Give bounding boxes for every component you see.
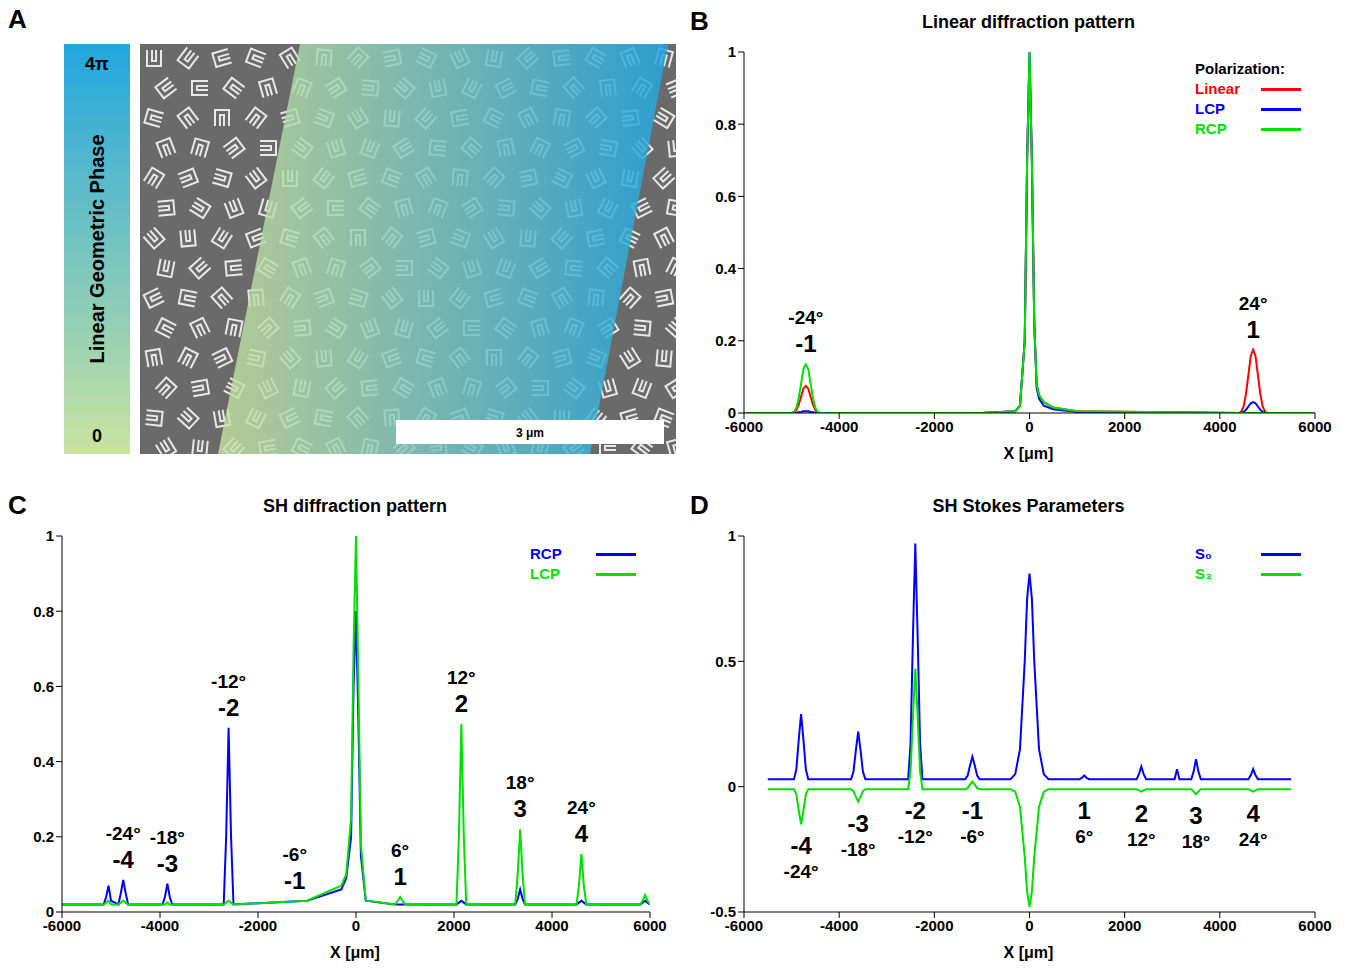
svg-text:3: 3 bbox=[513, 795, 526, 822]
html-text:S₃: S₃ bbox=[1195, 565, 1212, 582]
html-text:Linear: Linear bbox=[1195, 80, 1240, 97]
svg-text:-4000: -4000 bbox=[820, 418, 858, 435]
html-text:LCP: LCP bbox=[1195, 100, 1225, 117]
svg-text:-12°: -12° bbox=[898, 826, 933, 847]
svg-text:2000: 2000 bbox=[437, 917, 470, 934]
svg-text:1: 1 bbox=[728, 527, 736, 544]
svg-text:-4000: -4000 bbox=[820, 917, 858, 934]
svg-text:-2: -2 bbox=[218, 694, 239, 721]
svg-text:0: 0 bbox=[352, 917, 360, 934]
svg-text:-2000: -2000 bbox=[239, 917, 277, 934]
svg-text:-18°: -18° bbox=[841, 839, 876, 860]
svg-text:-4000: -4000 bbox=[141, 917, 179, 934]
svg-text:24°: 24° bbox=[1239, 829, 1268, 850]
svg-text:-2000: -2000 bbox=[915, 917, 953, 934]
svg-text:-18°: -18° bbox=[150, 827, 185, 848]
svg-text:6000: 6000 bbox=[633, 917, 666, 934]
html-text:RCP: RCP bbox=[530, 545, 562, 562]
svg-text:-6°: -6° bbox=[960, 826, 985, 847]
svg-text:-24°: -24° bbox=[106, 823, 141, 844]
svg-text:6000: 6000 bbox=[1298, 418, 1331, 435]
svg-text:1: 1 bbox=[1078, 797, 1091, 824]
html-text:RCP: RCP bbox=[1195, 120, 1227, 137]
html-text:D: D bbox=[690, 490, 709, 520]
svg-text:2000: 2000 bbox=[1108, 418, 1141, 435]
svg-text:0.6: 0.6 bbox=[33, 678, 54, 695]
svg-text:-24°: -24° bbox=[784, 861, 819, 882]
svg-text:2: 2 bbox=[1135, 800, 1148, 827]
svg-text:6000: 6000 bbox=[1298, 917, 1331, 934]
svg-text:1: 1 bbox=[46, 527, 54, 544]
svg-text:12°: 12° bbox=[1127, 829, 1156, 850]
html-text:X [μm]: X [μm] bbox=[1003, 445, 1054, 462]
svg-text:1: 1 bbox=[728, 43, 736, 60]
svg-text:-4: -4 bbox=[113, 846, 135, 873]
svg-text:3 μm: 3 μm bbox=[516, 426, 544, 440]
svg-text:0: 0 bbox=[1025, 917, 1033, 934]
svg-text:-6000: -6000 bbox=[724, 417, 764, 435]
svg-text:0.8: 0.8 bbox=[715, 116, 736, 133]
svg-text:1: 1 bbox=[1246, 316, 1259, 343]
svg-text:0.4: 0.4 bbox=[33, 753, 55, 770]
svg-text:4π: 4π bbox=[85, 54, 109, 74]
svg-text:12°: 12° bbox=[447, 667, 476, 688]
html-text:Polarization:: Polarization: bbox=[1195, 60, 1285, 77]
svg-text:4: 4 bbox=[1246, 800, 1260, 827]
svg-text:24°: 24° bbox=[1239, 293, 1268, 314]
svg-text:4000: 4000 bbox=[1203, 917, 1236, 934]
html-text:SH diffraction pattern: SH diffraction pattern bbox=[263, 496, 447, 516]
html-text:X [μm]: X [μm] bbox=[1003, 944, 1054, 961]
svg-text:0.8: 0.8 bbox=[33, 603, 54, 620]
svg-text:-3: -3 bbox=[848, 810, 869, 837]
svg-text:-3: -3 bbox=[157, 850, 178, 877]
html-text:X [μm]: X [μm] bbox=[330, 944, 380, 961]
svg-text:0.4: 0.4 bbox=[715, 260, 737, 277]
html-text:S₀: S₀ bbox=[1195, 545, 1212, 562]
svg-text:1: 1 bbox=[393, 863, 406, 890]
html-text:Linear diffraction pattern: Linear diffraction pattern bbox=[922, 12, 1135, 32]
html-text:C: C bbox=[8, 490, 27, 520]
svg-text:3: 3 bbox=[1189, 802, 1202, 829]
svg-text:-6°: -6° bbox=[283, 844, 308, 865]
svg-text:-24°: -24° bbox=[788, 307, 823, 328]
svg-text:4000: 4000 bbox=[535, 917, 568, 934]
svg-text:-2: -2 bbox=[905, 797, 926, 824]
svg-text:0.2: 0.2 bbox=[715, 332, 736, 349]
html-text:B: B bbox=[690, 6, 709, 36]
svg-text:-2000: -2000 bbox=[915, 418, 953, 435]
svg-text:-1: -1 bbox=[795, 330, 816, 357]
svg-text:-6000: -6000 bbox=[724, 916, 764, 934]
svg-text:A: A bbox=[8, 4, 27, 34]
svg-text:-0.5: -0.5 bbox=[710, 903, 736, 920]
svg-text:-1: -1 bbox=[284, 867, 305, 894]
html-text:LCP: LCP bbox=[530, 565, 560, 582]
html-text:SH Stokes Parameters: SH Stokes Parameters bbox=[932, 496, 1125, 516]
svg-text:2: 2 bbox=[455, 690, 468, 717]
svg-text:Linear Geometric Phase: Linear Geometric Phase bbox=[86, 135, 108, 364]
svg-text:0: 0 bbox=[46, 903, 54, 920]
svg-text:2000: 2000 bbox=[1108, 917, 1141, 934]
svg-text:0.2: 0.2 bbox=[33, 828, 54, 845]
svg-text:0: 0 bbox=[92, 426, 102, 446]
svg-text:4: 4 bbox=[575, 820, 589, 847]
svg-text:6°: 6° bbox=[391, 840, 409, 861]
svg-text:0.5: 0.5 bbox=[715, 653, 736, 670]
svg-text:0: 0 bbox=[1025, 418, 1033, 435]
svg-text:4000: 4000 bbox=[1203, 418, 1236, 435]
svg-text:-6000: -6000 bbox=[42, 916, 82, 934]
svg-text:-1: -1 bbox=[962, 797, 983, 824]
svg-text:18°: 18° bbox=[1182, 831, 1211, 852]
svg-text:0: 0 bbox=[728, 404, 736, 421]
svg-text:0.6: 0.6 bbox=[715, 188, 736, 205]
svg-text:-12°: -12° bbox=[211, 671, 246, 692]
svg-text:0: 0 bbox=[728, 778, 736, 795]
svg-text:6°: 6° bbox=[1075, 826, 1093, 847]
svg-text:18°: 18° bbox=[506, 772, 535, 793]
svg-text:-4: -4 bbox=[790, 832, 812, 859]
svg-text:24°: 24° bbox=[567, 797, 596, 818]
